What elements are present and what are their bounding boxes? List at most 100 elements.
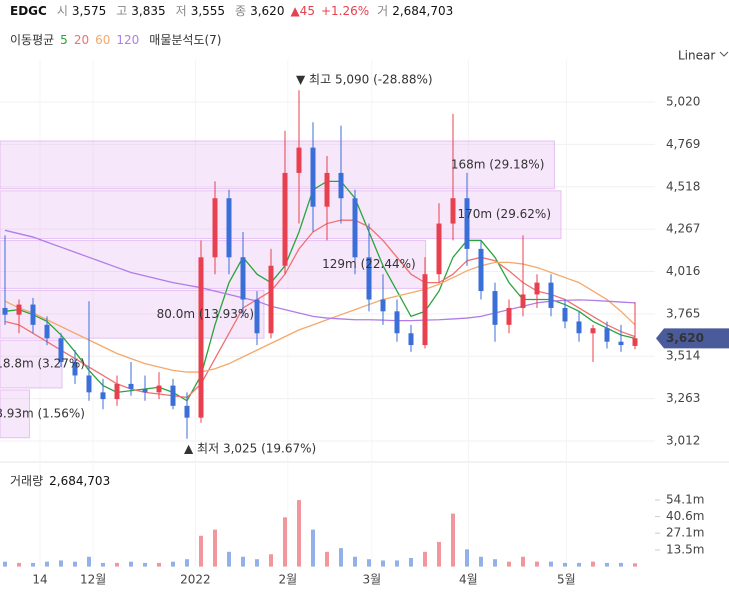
volume-bar (283, 517, 287, 567)
candle-body (632, 338, 638, 346)
candle-body (492, 291, 498, 325)
volume-bar (423, 551, 427, 567)
profile-bar (0, 339, 63, 389)
candle-body (506, 307, 512, 325)
volume-bar (115, 562, 119, 567)
legend-entry[interactable]: 60 (95, 33, 110, 47)
y-tick-label: 4,769 (666, 137, 700, 151)
volume-bar (451, 513, 455, 567)
candle-body (86, 375, 92, 393)
candle-body (114, 383, 120, 400)
volume-bar (633, 563, 637, 567)
volume-bar (381, 560, 385, 567)
field-value: 2,684,703 (392, 4, 453, 18)
candle-body (534, 282, 540, 295)
indicator-title[interactable]: 이동평균 (10, 33, 54, 47)
legend-entry[interactable]: 5 (60, 33, 68, 47)
profile-label: 129m (22.44%) (322, 257, 416, 271)
candle-body (44, 324, 50, 339)
profile-bar (0, 289, 265, 339)
candle-body (366, 257, 372, 300)
field-value: 3,575 (72, 4, 106, 18)
candle-body (310, 147, 316, 207)
moving-average (4, 219, 636, 399)
y-tick-label: 4,016 (666, 264, 700, 278)
volume-bar (269, 554, 273, 567)
candle-body (296, 147, 302, 173)
candle-body (16, 304, 22, 315)
candle-body (590, 328, 596, 334)
legend-entry[interactable]: 120 (116, 33, 139, 47)
candle-body (170, 385, 176, 406)
volume-bar (339, 548, 343, 567)
moving-average (4, 180, 636, 402)
volume-bar (577, 562, 581, 567)
volume-label: 거래량 (10, 474, 43, 488)
candle-body (576, 321, 582, 334)
candle-body (548, 282, 554, 308)
y-tick-label: 3,765 (666, 306, 700, 320)
volume-bar (619, 562, 623, 567)
field-label: 저 (176, 4, 187, 18)
volume-bar (437, 541, 441, 567)
x-tick-label: 12월 (80, 573, 106, 587)
volume-bar (87, 556, 91, 567)
volume-bar (199, 535, 203, 567)
volume-bar (297, 500, 301, 567)
x-tick-label: 14 (32, 573, 47, 587)
y-tick-label: 4,518 (666, 179, 700, 193)
candle-body (58, 338, 64, 362)
dropdown-chevron[interactable] (719, 51, 729, 57)
y-tick-label: 13.5m (666, 542, 704, 556)
volume-bar (353, 556, 357, 567)
candle-body (156, 385, 162, 393)
candle-body (604, 328, 610, 342)
last-price-tag (656, 328, 729, 349)
candle-body (422, 274, 428, 346)
legend-entry[interactable]: 20 (74, 33, 89, 47)
volume-bar (521, 556, 525, 567)
last-price-label: 3,620 (666, 331, 704, 345)
candle-body (240, 257, 246, 300)
volume-bar (367, 559, 371, 567)
candle-body (394, 311, 400, 334)
profile-label: 80.0m (13.93%) (157, 307, 254, 321)
y-tick-label: 27.1m (666, 526, 704, 540)
candle-body (184, 405, 190, 418)
change-pct: +1.26% (321, 4, 369, 18)
candle-body (254, 299, 260, 334)
x-tick-label: 2월 (278, 573, 297, 587)
field-value: 3,620 (250, 4, 284, 18)
y-tick-label: 5,020 (666, 95, 700, 109)
candle-body (464, 198, 470, 249)
header: EDGC 시 3,575 고 3,835 저 3,555 종 3,620 ▲45 +1.26% 거 2,… (10, 4, 453, 18)
volume-bar (535, 561, 539, 567)
volume-bar (563, 562, 567, 567)
volume-bar (171, 561, 175, 567)
field-label: 거 (377, 4, 388, 18)
symbol: EDGC (10, 4, 47, 18)
candle-body (30, 304, 36, 325)
scale-mode[interactable]: Linear (678, 49, 715, 63)
volume-bar (395, 560, 399, 567)
candle-body (226, 198, 232, 258)
profile-title[interactable]: 매물분석도(7) (149, 33, 221, 47)
annotation: ▼ 최고 5,090 (-28.88%) (296, 73, 433, 87)
y-tick-label: 3,012 (666, 433, 700, 447)
candle-body (478, 248, 484, 292)
candle-body (100, 392, 106, 400)
candle-body (128, 383, 134, 389)
volume-bar (101, 562, 105, 567)
volume-bar (3, 561, 7, 567)
volume-bar (409, 557, 413, 567)
candle-body (72, 361, 78, 376)
volume-bar (311, 529, 315, 567)
field-label: 고 (116, 4, 127, 18)
volume-bar (213, 529, 217, 567)
volume-title: 거래량 2,684,703 (10, 474, 110, 488)
candle-body (282, 172, 288, 266)
field-value: 3,835 (131, 4, 165, 18)
volume-bar (227, 551, 231, 567)
